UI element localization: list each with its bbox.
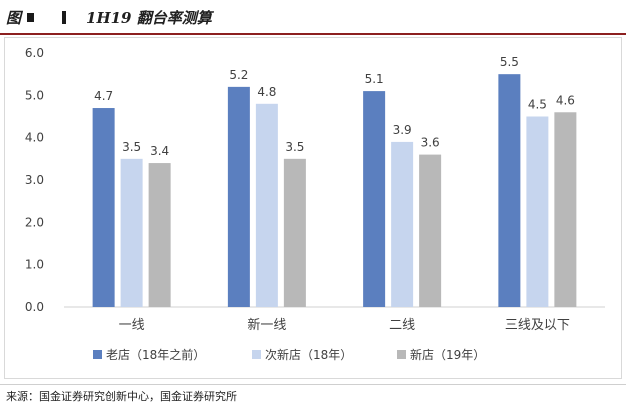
- x-tick-label: 新一线: [247, 317, 286, 333]
- bar: [283, 158, 306, 307]
- bar-value-label: 3.4: [150, 144, 169, 158]
- bar-value-label: 5.5: [500, 55, 519, 69]
- y-tick-label: 0.0: [25, 300, 44, 314]
- legend-label: 老店（18年之前）: [106, 347, 205, 362]
- bar-value-label: 3.9: [393, 123, 412, 137]
- bar: [391, 141, 414, 307]
- bar: [227, 86, 250, 307]
- bar: [498, 74, 521, 307]
- bar: [363, 91, 386, 307]
- source-note: 来源：国金证券研究创新中心，国金证券研究所: [6, 390, 237, 403]
- bar-value-label: 4.5: [528, 98, 547, 112]
- x-tick-label: 一线: [119, 318, 145, 333]
- bar-value-label: 5.1: [365, 72, 384, 86]
- bar-value-label: 3.5: [285, 140, 304, 154]
- y-tick-label: 3.0: [25, 173, 44, 187]
- bar: [554, 112, 577, 308]
- legend-swatch: [93, 350, 102, 359]
- bar: [255, 103, 278, 307]
- legend-swatch: [397, 350, 406, 359]
- bar-value-label: 3.5: [122, 140, 141, 154]
- y-tick-label: 2.0: [25, 215, 44, 229]
- legend-label: 次新店（18年）: [265, 347, 352, 362]
- figure-label: 图: [6, 8, 22, 27]
- bar-value-label: 5.2: [229, 68, 248, 82]
- bar: [92, 108, 115, 308]
- bar: [526, 116, 549, 307]
- redaction-mark: [27, 12, 35, 22]
- bar: [419, 154, 442, 307]
- bar: [148, 163, 171, 307]
- x-tick-label: 二线: [389, 318, 415, 333]
- bar: [120, 158, 143, 307]
- y-tick-label: 4.0: [25, 131, 44, 145]
- source-rule: [0, 384, 626, 385]
- legend-label: 新店（19年）: [410, 347, 485, 362]
- bar-value-label: 3.6: [421, 136, 440, 150]
- y-tick-label: 6.0: [25, 46, 44, 60]
- figure-title: 1H19 翻台率测算: [86, 8, 212, 27]
- bar-value-label: 4.7: [94, 89, 113, 103]
- redaction-mark: [62, 10, 67, 24]
- figure-caption: 图 1H19 翻台率测算: [6, 6, 212, 28]
- x-tick-label: 三线及以下: [505, 318, 570, 333]
- bar-value-label: 4.6: [556, 93, 575, 107]
- y-tick-label: 1.0: [25, 258, 44, 272]
- bar-value-label: 4.8: [257, 85, 276, 99]
- bar-chart: 0.0 1.0 2.0 3.0 4.0 5.0 6.0 4.7 3.5 3.4 一线 5.2 4.8 3.…: [25, 46, 605, 362]
- legend-swatch: [252, 350, 261, 359]
- y-tick-label: 5.0: [25, 88, 44, 102]
- caption-rule: [0, 33, 626, 35]
